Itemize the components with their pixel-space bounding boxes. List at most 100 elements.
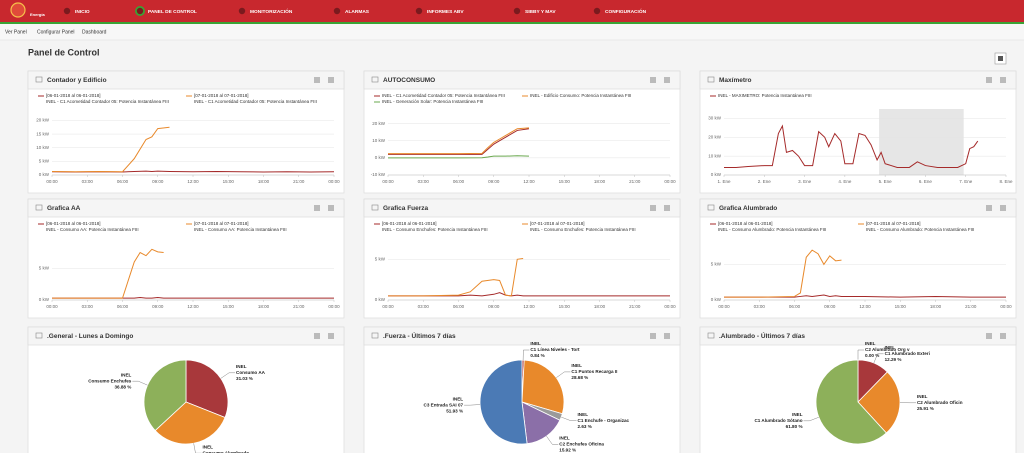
panel-action[interactable] [650,205,656,211]
logo[interactable] [10,2,26,18]
pie-label: INEL [121,372,132,377]
panel-icon [371,332,379,339]
x-tick-label: 03:00 [754,304,766,309]
panel-action[interactable] [986,333,992,339]
panel-action[interactable] [650,77,656,83]
panel-action[interactable] [328,333,334,339]
x-tick-label: 00:00 [46,304,58,309]
x-tick-label: 00:00 [46,179,58,184]
x-tick-label: 00:00 [718,304,730,309]
y-tick-label: 20 kW [36,118,50,123]
panel-action[interactable] [1000,77,1006,83]
x-tick-label: 18:00 [594,179,606,184]
x-tick-label: 03:00 [82,179,94,184]
nav-item[interactable]: INFORMES ABV [427,9,464,15]
pie-label: Consumo Enchufes [88,378,132,383]
panel-action[interactable] [314,205,320,211]
y-tick-label: 10 kW [36,145,50,150]
pie-label: C2 Alumbrado Oficin [917,400,963,405]
pie-label: INEL [530,341,541,346]
panel-header [363,326,681,346]
x-tick-label: 15:00 [223,304,235,309]
pie-value-label: 61.80 % [786,424,803,429]
pie-label: INEL [559,435,570,440]
x-tick-label: 21:00 [965,304,977,309]
legend-date: [07-01-2018 al 07-01-2018] [530,221,585,226]
leader-line [522,349,530,361]
pie-label: INEL [571,363,582,368]
x-tick-label: 00:00 [1000,304,1012,309]
pie-value-label: 12.29 % [885,357,902,362]
x-tick-label: 7. Ene [959,179,973,184]
series-line [52,248,164,299]
x-tick-label: 12:00 [523,179,535,184]
pie-label: INEL [578,412,589,417]
legend-label: INEL - Consumo Alumbrado: Potencia Insta… [718,227,826,232]
panel-action[interactable] [314,77,320,83]
x-tick-label: 18:00 [594,304,606,309]
series-line [724,124,979,168]
nav-item[interactable]: SIBBY Y MAV [525,9,556,15]
legend-date: [06-01-2018 al 06-01-2018] [46,221,101,226]
nav-item[interactable]: CONFIGURACIÓN [605,7,647,15]
legend-label: INEL - C1 Acometidad Contador 05: Potenc… [382,93,505,98]
navbar-accent [0,22,1024,24]
legend-label: INEL - C1 Acometidad Contador 05: Potenc… [46,99,169,104]
x-tick-label: 21:00 [293,304,305,309]
y-tick-label: 20 kW [372,121,386,126]
nav-item[interactable]: PANEL DE CONTROL [148,9,197,15]
panel-action[interactable] [328,77,334,83]
navbar [0,0,1024,22]
nav-item[interactable]: INICIO [75,9,90,15]
panel-header [699,198,1017,218]
panel-action[interactable] [314,333,320,339]
panel-header [363,198,681,218]
y-tick-label: 0 kW [375,155,386,160]
panel-action[interactable] [664,333,670,339]
legend-date: [07-01-2018 al 07-01-2018] [866,221,921,226]
panel-action[interactable] [1000,333,1006,339]
y-tick-label: 0 kW [711,172,722,177]
legend-date: [06-01-2018 al 06-01-2018] [46,93,101,98]
pie-slice [857,371,901,434]
panel-icon [371,204,379,211]
x-tick-label: 09:00 [488,179,500,184]
y-tick-label: 10 kW [372,138,386,143]
panel-action[interactable] [1000,205,1006,211]
pie-label: INEL [453,396,464,401]
nav-item[interactable]: ALARMAS [345,9,370,15]
x-tick-label: 00:00 [382,179,394,184]
subnav-item[interactable]: Dashboard [82,29,107,35]
x-tick-label: 00:00 [664,304,676,309]
panel-action[interactable] [986,205,992,211]
pie-value-label: 2.63 % [578,424,592,429]
subnav-item[interactable]: Configurar Panel [37,29,75,35]
leader-line [556,371,571,378]
x-tick-label: 00:00 [664,179,676,184]
panel-icon [707,204,715,211]
panel-header [27,198,345,218]
panel-action[interactable] [650,333,656,339]
x-tick-label: 4. Ene [838,179,852,184]
x-tick-label: 12:00 [859,304,871,309]
subnav-item[interactable]: Ver Panel [5,29,27,35]
x-tick-label: 09:00 [824,304,836,309]
legend-label: INEL - Consumo AA: Potencia Instantánea … [46,227,139,232]
pie-slice [185,359,229,419]
panel-action[interactable] [328,205,334,211]
panel-action[interactable] [664,205,670,211]
panel-action[interactable] [664,77,670,83]
panel-icon [35,332,43,339]
leader-line [857,349,864,360]
panel-icon [371,76,379,83]
leader-line [220,372,236,379]
panel-icon [35,76,43,83]
x-tick-label: 15:00 [223,179,235,184]
page-title: Panel de Control [28,47,100,57]
nav-icon [136,7,144,15]
panel-action[interactable] [986,77,992,83]
nav-item[interactable]: MONITORIZACIÓN [250,7,293,15]
panel-header [699,326,1017,346]
y-tick-label: 20 kW [708,134,722,139]
pie-slice [521,359,565,415]
